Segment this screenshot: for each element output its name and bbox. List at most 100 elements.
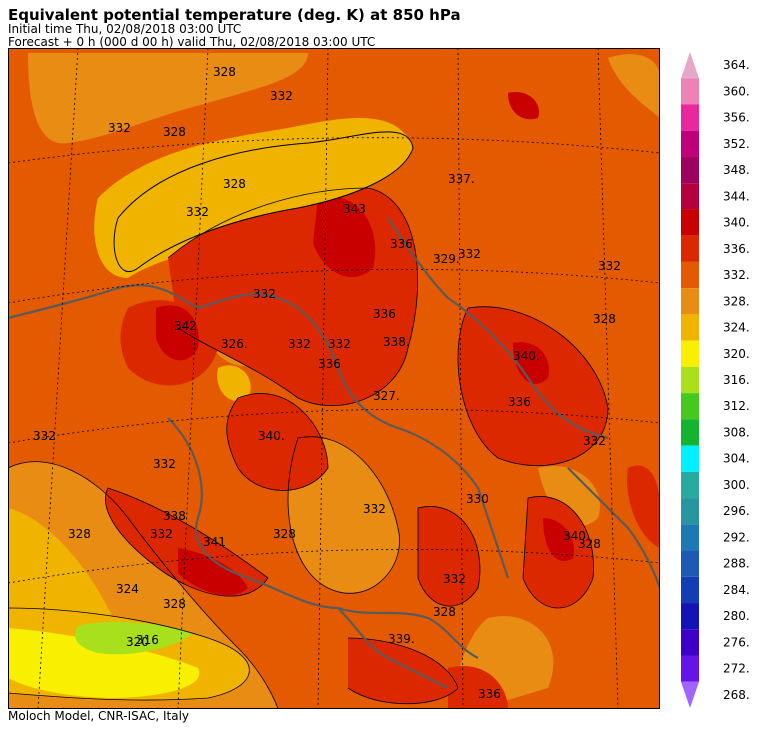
forecast-valid-time: Forecast + 0 h (000 d 00 h) valid Thu, 0… <box>8 35 376 49</box>
contour-label: 332 <box>253 287 276 301</box>
contour-label: 328 <box>163 597 186 611</box>
field-336-south <box>348 638 458 704</box>
contour-label: 332 <box>186 205 209 219</box>
contour-label: 341 <box>203 535 226 549</box>
contour-label: 324 <box>116 582 139 596</box>
field-340-north <box>313 196 376 278</box>
colorbar-tick-label: 292. <box>723 530 750 544</box>
contour-label: 332 <box>598 259 621 273</box>
field-340-balkan <box>513 342 549 384</box>
contour-label: 336 <box>318 357 341 371</box>
contour-label: 332 <box>153 457 176 471</box>
colorbar-swatch <box>681 314 699 341</box>
contour-label: 328 <box>578 537 601 551</box>
colorbar-tick-label: 360. <box>723 84 750 98</box>
contour-label: 328 <box>273 527 296 541</box>
field-340-ne <box>508 92 539 120</box>
contour-label: 336 <box>390 237 413 251</box>
colorbar-swatch <box>681 261 699 289</box>
colorbar-swatch <box>681 576 699 604</box>
contour-label: 336 <box>478 687 501 701</box>
field-320 <box>8 628 200 698</box>
colorbar: 364. 360. 356. 352. 348. 344. 340. 336. 332. 328.… <box>681 52 750 708</box>
colorbar-swatch <box>681 209 699 236</box>
field-336-adriatic <box>418 506 480 607</box>
contour-label: 340. <box>258 429 285 443</box>
contour-label: 332 <box>443 572 466 586</box>
contour-label: 343 <box>343 202 366 216</box>
model-credit: Moloch Model, CNR-ISAC, Italy <box>8 709 190 723</box>
colorbar-tick-label: 352. <box>723 137 750 151</box>
field-324-valley <box>217 365 251 402</box>
contour-label: 337. <box>448 172 475 186</box>
colorbar-swatch <box>681 393 699 420</box>
colorbar-tick-label: 296. <box>723 504 750 518</box>
colorbar-swatch <box>681 498 699 525</box>
colorbar-tick-label: 272. <box>723 662 750 676</box>
colorbar-swatch <box>681 156 699 184</box>
colorbar-tick-label: 312. <box>723 399 750 413</box>
colorbar-tick-label: 284. <box>723 583 750 597</box>
colorbar-tick-label: 340. <box>723 216 750 230</box>
contour-label: 340. <box>563 529 590 543</box>
contour-label: 328 <box>223 177 246 191</box>
colorbar-tick-label: 320. <box>723 347 750 361</box>
colorbar-swatch <box>681 52 699 79</box>
contour-label: 338 <box>163 509 186 523</box>
colorbar-tick-label: 304. <box>723 452 750 466</box>
colorbar-tick-label: 332. <box>723 268 750 282</box>
contour-label: 327. <box>373 389 400 403</box>
colorbar-tick-label: 268. <box>723 688 750 702</box>
field-340-tyrrh <box>178 548 248 596</box>
field-340-west <box>156 305 199 361</box>
colorbar-swatch <box>681 445 699 472</box>
contour-label: 329. <box>433 252 460 266</box>
contour-label: 332 <box>288 337 311 351</box>
field-328-ne <box>608 54 660 118</box>
colorbar-swatch <box>681 524 699 551</box>
contour-label: 332 <box>270 89 293 103</box>
contour-label: 332 <box>108 121 131 135</box>
initial-time: Initial time Thu, 02/08/2018 03:00 UTC <box>8 22 242 36</box>
field-336-po <box>226 393 328 491</box>
colorbar-swatch <box>681 603 699 630</box>
contour-label: 336 <box>508 395 531 409</box>
field-328-east <box>538 466 600 526</box>
contour-label: 328 <box>68 527 91 541</box>
colorbar-swatch <box>681 366 699 394</box>
colorbar-tick-label: 300. <box>723 478 750 492</box>
theta-e-map: 328 332 328 332 337. 343 336 329. 332 33… <box>8 48 660 709</box>
contour-label: 328 <box>593 312 616 326</box>
contour-label: 332 <box>150 527 173 541</box>
contour-label: 338. <box>383 335 410 349</box>
colorbar-swatch <box>681 78 699 105</box>
colorbar-swatch <box>681 183 699 210</box>
contour-label: 336 <box>373 307 396 321</box>
colorbar-tick-label: 280. <box>723 609 750 623</box>
colorbar-tick-label: 328. <box>723 294 750 308</box>
contour-label: 332 <box>363 502 386 516</box>
contour-label: 328 <box>213 65 236 79</box>
contour-label: 332 <box>328 337 351 351</box>
chart-title: Equivalent potential temperature (deg. K… <box>8 6 461 24</box>
colorbar-tick-label: 308. <box>723 425 750 439</box>
colorbar-swatch <box>681 550 699 577</box>
contour-label: 316 <box>136 633 159 647</box>
colorbar-tick-label: 316. <box>723 373 750 387</box>
colorbar-tick-label: 276. <box>723 635 750 649</box>
contour-label: 326. <box>221 337 248 351</box>
colorbar-swatch <box>681 629 699 656</box>
contour-label: 332 <box>33 429 56 443</box>
colorbar-swatch <box>681 288 699 315</box>
contour-label: 339. <box>388 632 415 646</box>
contour-label: 332 <box>458 247 481 261</box>
colorbar-tick-label: 356. <box>723 111 750 125</box>
field-328-north <box>28 53 308 144</box>
contour-label: 330 <box>466 492 489 506</box>
colorbar-tick-label: 288. <box>723 557 750 571</box>
colorbar-swatch <box>681 104 699 131</box>
contour-label: 328 <box>433 605 456 619</box>
colorbar-tick-label: 324. <box>723 321 750 335</box>
colorbar-swatch <box>681 235 699 262</box>
contour-label: 340. <box>513 349 540 363</box>
